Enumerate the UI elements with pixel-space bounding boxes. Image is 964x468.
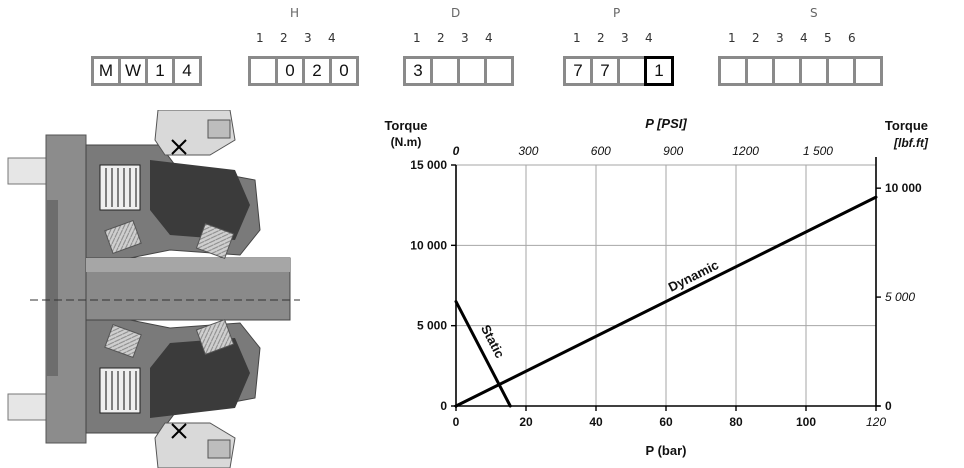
code-cell: 4 <box>175 59 199 83</box>
position-number: 2 <box>280 31 288 45</box>
code-cell: 0 <box>278 59 302 83</box>
code-cell <box>620 59 644 83</box>
wheel-motor-cross-section-illustration <box>7 110 300 468</box>
position-number: 2 <box>437 31 445 45</box>
y-axis-unit: (N.m) <box>391 135 422 149</box>
y2-tick-label: 5 000 <box>885 290 915 304</box>
chart-grid <box>455 164 877 407</box>
y-tick-label: 5 000 <box>417 319 447 333</box>
code-cell <box>748 59 772 83</box>
y2-tick-label: 0 <box>885 399 892 413</box>
x-tick-label: 80 <box>729 415 743 429</box>
x-tick-label: 20 <box>519 415 533 429</box>
y2-tick-label: 10 000 <box>885 181 922 195</box>
code-cell: 1 <box>148 59 172 83</box>
code-cell: 7 <box>593 59 617 83</box>
x2-axis-title: P [PSI] <box>645 116 687 131</box>
position-number: 3 <box>776 31 784 45</box>
position-number: 3 <box>304 31 312 45</box>
x2-tick-label: 1200 <box>732 144 759 158</box>
code-cell: 2 <box>305 59 329 83</box>
chart-axes <box>451 157 881 411</box>
position-number: 5 <box>824 31 832 45</box>
code-box-row: 3 <box>403 56 514 86</box>
code-box-row <box>718 56 883 86</box>
position-number: 3 <box>461 31 469 45</box>
x2-tick-label: 300 <box>518 144 538 158</box>
code-cell <box>721 59 745 83</box>
x-tick-label: 60 <box>659 415 673 429</box>
y2-axis-unit: [lbf.ft] <box>893 136 929 150</box>
position-number: 2 <box>597 31 605 45</box>
code-cell <box>829 59 853 83</box>
position-number: 6 <box>848 31 856 45</box>
code-group-title: D <box>451 6 461 20</box>
position-number: 1 <box>256 31 264 45</box>
code-cell: 1 <box>644 56 674 86</box>
x2-tick-label: 900 <box>663 144 683 158</box>
code-cell <box>775 59 799 83</box>
y-tick-label: 15 000 <box>410 158 447 172</box>
position-number: 1 <box>413 31 421 45</box>
position-number: 4 <box>328 31 336 45</box>
code-group-title: S <box>810 6 818 20</box>
position-number: 4 <box>485 31 493 45</box>
x-tick-label: 40 <box>589 415 603 429</box>
x-tick-label: 100 <box>796 415 816 429</box>
y-axis-title: Torque <box>384 118 427 133</box>
chart-series <box>454 195 878 408</box>
x2-tick-label: 0 <box>453 144 460 158</box>
position-number: 1 <box>573 31 581 45</box>
code-cell: 3 <box>406 59 430 83</box>
code-cell <box>856 59 880 83</box>
code-cell <box>251 59 275 83</box>
y-tick-label: 0 <box>440 399 447 413</box>
x-tick-label: 120 <box>866 415 886 429</box>
position-number: 2 <box>752 31 760 45</box>
series-line-dynamic <box>454 195 878 408</box>
y2-axis-title: Torque <box>885 118 928 133</box>
code-cell <box>487 59 511 83</box>
x-axis-title: P (bar) <box>646 443 687 458</box>
position-number: 4 <box>800 31 808 45</box>
x2-tick-label: 600 <box>591 144 611 158</box>
code-cell: 7 <box>566 59 590 83</box>
code-cell <box>460 59 484 83</box>
x-tick-label: 0 <box>453 415 460 429</box>
code-group-title: P <box>613 6 621 20</box>
code-group-title: H <box>290 6 300 20</box>
code-cell <box>802 59 826 83</box>
position-number: 1 <box>728 31 736 45</box>
code-cell <box>433 59 457 83</box>
code-cell: M <box>94 59 118 83</box>
y-tick-label: 10 000 <box>410 238 447 252</box>
series-line-static <box>454 300 512 408</box>
code-cell: W <box>121 59 145 83</box>
x2-tick-label: 1 500 <box>803 144 833 158</box>
position-number: 3 <box>621 31 629 45</box>
position-number: 4 <box>645 31 653 45</box>
code-cell: 0 <box>332 59 356 83</box>
